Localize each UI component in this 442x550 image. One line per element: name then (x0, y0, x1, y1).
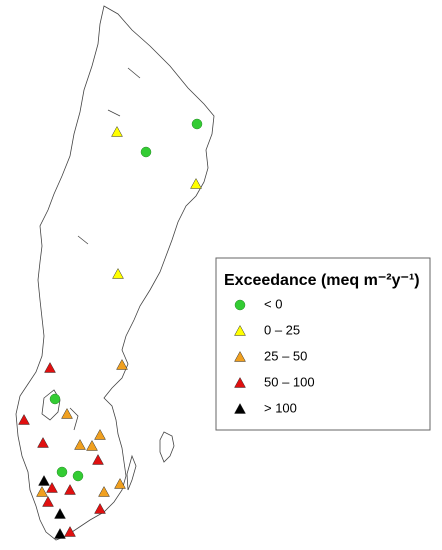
marker-triangle (18, 413, 30, 425)
marker-triangle (112, 267, 124, 279)
lake (69, 67, 141, 431)
marker-triangle (98, 485, 110, 497)
marker-triangle (116, 358, 128, 370)
marker-triangle (46, 481, 58, 493)
legend-label: 25 – 50 (264, 348, 307, 363)
marker-triangle (111, 125, 123, 137)
marker-triangle (64, 483, 76, 495)
legend-label: < 0 (264, 296, 282, 311)
legend-label: 50 – 100 (264, 374, 315, 389)
marker-circle (72, 470, 84, 482)
marker-triangle (37, 436, 49, 448)
marker-triangle (36, 485, 48, 497)
marker-triangle (54, 507, 66, 519)
island (159, 431, 175, 463)
marker-triangle (74, 438, 86, 450)
country-outline (15, 5, 215, 541)
marker-triangle (42, 495, 54, 507)
marker-triangle (54, 527, 66, 539)
marker-triangle (92, 453, 104, 465)
marker-circle (234, 299, 246, 311)
markers (18, 118, 203, 539)
island (126, 454, 137, 491)
marker-triangle (38, 474, 50, 486)
marker-triangle (94, 502, 106, 514)
marker-triangle (64, 525, 76, 537)
marker-triangle (234, 376, 246, 388)
marker-triangle (44, 361, 56, 373)
marker-triangle (61, 407, 73, 419)
marker-triangle (86, 439, 98, 451)
marker-triangle (234, 350, 246, 362)
legend-title: Exceedance (meq m⁻²y⁻¹) (224, 272, 420, 289)
legend-box (215, 257, 431, 431)
marker-triangle (190, 177, 202, 189)
legend-label: > 100 (264, 400, 297, 415)
marker-triangle (114, 477, 126, 489)
marker-triangle (234, 324, 246, 336)
marker-circle (140, 146, 152, 158)
legend-label: 0 – 25 (264, 322, 300, 337)
marker-circle (49, 393, 61, 405)
marker-triangle (234, 402, 246, 414)
marker-triangle (94, 428, 106, 440)
legend: < 0 0 – 25 25 – 50 50 – 100 > 100 (234, 296, 315, 415)
marker-circle (191, 118, 203, 130)
marker-circle (56, 466, 68, 478)
